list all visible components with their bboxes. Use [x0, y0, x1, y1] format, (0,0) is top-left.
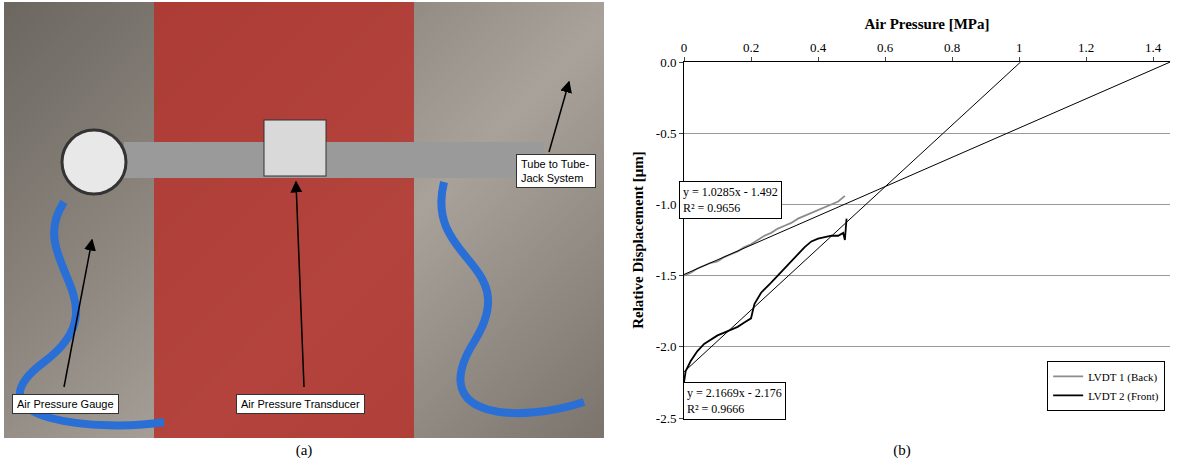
- svg-text:0.2: 0.2: [743, 40, 759, 55]
- svg-text:0.4: 0.4: [810, 40, 827, 55]
- html-text:Air Pressure Gauge: Air Pressure Gauge: [17, 398, 114, 410]
- svg-text:-2.5: -2.5: [656, 411, 677, 426]
- svg-text:y = 2.1669x - 2.176R² = 0.9666: y = 2.1669x - 2.176R² = 0.9666: [687, 386, 782, 416]
- svg-text:Relative Displacement [μm]: Relative Displacement [μm]: [630, 151, 646, 329]
- svg-text:1: 1: [1016, 40, 1023, 55]
- svg-text:LVDT 2 (Front): LVDT 2 (Front): [1088, 390, 1159, 403]
- svg-text:LVDT 1 (Back): LVDT 1 (Back): [1088, 371, 1157, 384]
- svg-text:-0.5: -0.5: [656, 126, 677, 141]
- svg-text:Air Pressure [MPa]: Air Pressure [MPa]: [865, 16, 990, 32]
- html-text:Tube to Tube-Jack System: Tube to Tube-Jack System: [521, 158, 590, 184]
- svg-text:1.2: 1.2: [1078, 40, 1094, 55]
- svg-text:-1.5: -1.5: [656, 268, 677, 283]
- svg-text:0.8: 0.8: [944, 40, 960, 55]
- svg-text:1.4: 1.4: [1145, 40, 1162, 55]
- svg-text:-1.0: -1.0: [656, 197, 677, 212]
- html-text:Air Pressure Transducer: Air Pressure Transducer: [241, 398, 360, 410]
- svg-text:0: 0: [681, 40, 688, 55]
- html-text:(a): (a): [295, 442, 313, 458]
- svg-text:-2.0: -2.0: [656, 339, 677, 354]
- html-text:(b): (b): [893, 442, 911, 458]
- svg-text:y = 1.0285x - 1.492R² = 0.9656: y = 1.0285x - 1.492R² = 0.9656: [683, 185, 778, 215]
- svg-text:0.0: 0.0: [660, 55, 676, 70]
- svg-text:0.6: 0.6: [877, 40, 894, 55]
